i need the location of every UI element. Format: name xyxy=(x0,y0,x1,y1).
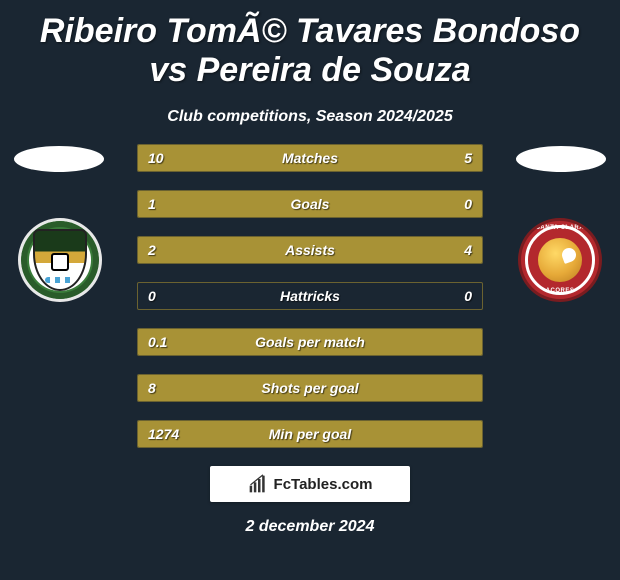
club-crest-rio-ave-icon xyxy=(18,218,102,302)
stat-row: 1274Min per goal xyxy=(137,420,483,448)
chart-icon xyxy=(248,474,268,494)
club-badge-right: SANTA CLARA AÇORES xyxy=(516,216,604,304)
stat-label: Hattricks xyxy=(138,283,482,309)
badge-ring-text-top: SANTA CLARA xyxy=(521,225,599,231)
page-title: Ribeiro TomÃ© Tavares Bondoso vs Pereira… xyxy=(0,0,620,90)
stat-row: 105Matches xyxy=(137,144,483,172)
eagle-icon xyxy=(538,238,582,282)
stat-label: Goals xyxy=(138,191,482,217)
player-photo-placeholder-left xyxy=(14,146,104,172)
stat-row: 00Hattricks xyxy=(137,282,483,310)
club-badge-left xyxy=(16,216,104,304)
brand-badge[interactable]: FcTables.com xyxy=(210,466,410,502)
player-photo-placeholder-right xyxy=(516,146,606,172)
brand-text: FcTables.com xyxy=(274,476,373,493)
stat-label: Shots per goal xyxy=(138,375,482,401)
badge-ring-text-bottom: AÇORES xyxy=(521,288,599,294)
club-crest-santa-clara-icon: SANTA CLARA AÇORES xyxy=(518,218,602,302)
stat-row: 8Shots per goal xyxy=(137,374,483,402)
stat-row: 10Goals xyxy=(137,190,483,218)
stat-label: Matches xyxy=(138,145,482,171)
stat-row: 0.1Goals per match xyxy=(137,328,483,356)
stat-label: Assists xyxy=(138,237,482,263)
comparison-content: SANTA CLARA AÇORES 105Matches 10Goals 24As… xyxy=(0,144,620,448)
stats-list: 105Matches 10Goals 24Assists 00Hattricks 0.1… xyxy=(137,144,483,448)
subtitle: Club competitions, Season 2024/2025 xyxy=(0,108,620,126)
stat-row: 24Assists xyxy=(137,236,483,264)
stat-label: Goals per match xyxy=(138,329,482,355)
stat-label: Min per goal xyxy=(138,421,482,447)
date-label: 2 december 2024 xyxy=(0,518,620,536)
